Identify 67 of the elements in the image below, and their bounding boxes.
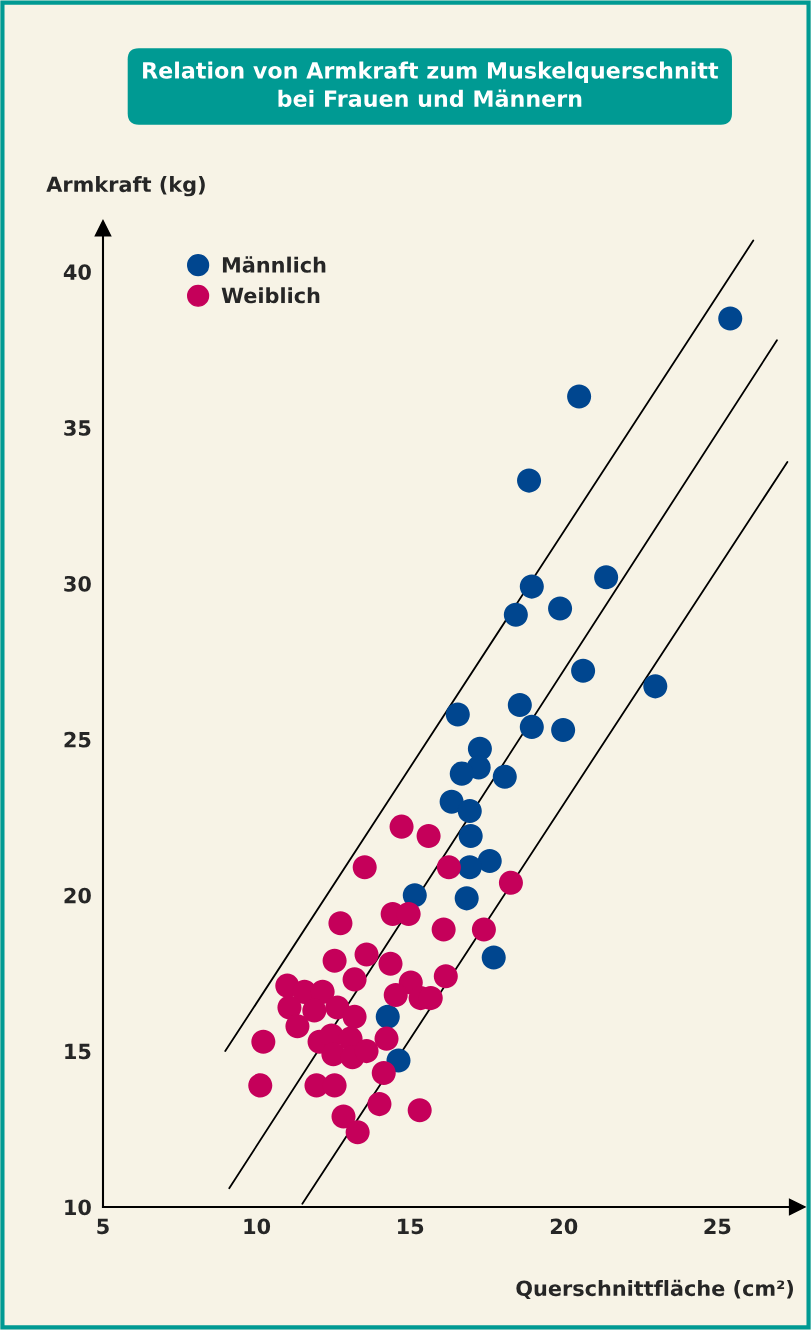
point — [342, 1004, 367, 1029]
point — [374, 1026, 399, 1051]
point — [477, 848, 502, 873]
y-tick-label: 25 — [64, 731, 91, 748]
point — [594, 565, 619, 590]
point — [285, 1014, 310, 1039]
point — [445, 702, 470, 727]
point — [383, 982, 408, 1008]
y-tick-label: 35 — [64, 420, 91, 436]
point — [439, 789, 464, 814]
point — [436, 855, 461, 880]
point — [548, 596, 573, 621]
point — [345, 1120, 370, 1145]
point — [375, 1004, 400, 1029]
point — [519, 574, 544, 599]
point — [367, 1092, 392, 1117]
point — [251, 1029, 276, 1054]
chart-title: Relation von Armkraft zum Muskelquerschnitt bei Frauen und Männern — [143, 61, 719, 108]
point — [551, 717, 576, 743]
point — [378, 951, 403, 976]
x-axis-title: Querschnittfläche (cm²) — [516, 1279, 793, 1299]
point — [517, 468, 542, 493]
point — [471, 917, 496, 942]
point — [481, 945, 506, 970]
point — [503, 602, 528, 627]
y-axis-title: Armkraft (kg) — [46, 176, 205, 197]
point — [407, 1098, 432, 1123]
point — [302, 998, 327, 1023]
point — [457, 855, 482, 880]
point — [277, 995, 302, 1020]
point — [322, 1073, 347, 1098]
point — [457, 799, 482, 824]
point — [449, 761, 474, 786]
point — [571, 658, 596, 683]
x-tick-label: 25 — [704, 1218, 731, 1235]
point — [498, 870, 523, 895]
y-tick-label: 10 — [65, 1199, 91, 1216]
point — [507, 693, 532, 718]
x-tick-label: 10 — [244, 1218, 271, 1235]
point — [371, 1060, 396, 1085]
point — [416, 823, 441, 849]
point — [331, 1104, 356, 1129]
x-tick-label: 20 — [550, 1218, 578, 1235]
point — [328, 911, 353, 936]
y-tick-label: 15 — [65, 1043, 91, 1060]
point — [389, 814, 414, 839]
point — [433, 964, 458, 989]
y-tick-label: 40 — [63, 264, 91, 280]
y-tick-label: 20 — [64, 887, 91, 904]
y-tick-label: 30 — [64, 575, 91, 592]
legend-label: Weiblich — [221, 287, 320, 304]
x-tick-label: 15 — [398, 1218, 424, 1235]
point — [248, 1073, 273, 1098]
point — [342, 967, 367, 992]
point — [492, 764, 517, 789]
point — [322, 948, 347, 973]
legend-label: Männlich — [222, 256, 326, 273]
point — [431, 917, 456, 942]
x-tick-label: 5 — [97, 1218, 109, 1235]
point — [567, 384, 592, 409]
point — [458, 823, 483, 849]
point — [352, 855, 377, 880]
point — [519, 714, 544, 739]
point — [718, 306, 743, 331]
point — [643, 674, 668, 699]
point — [454, 886, 479, 911]
point — [354, 942, 379, 967]
